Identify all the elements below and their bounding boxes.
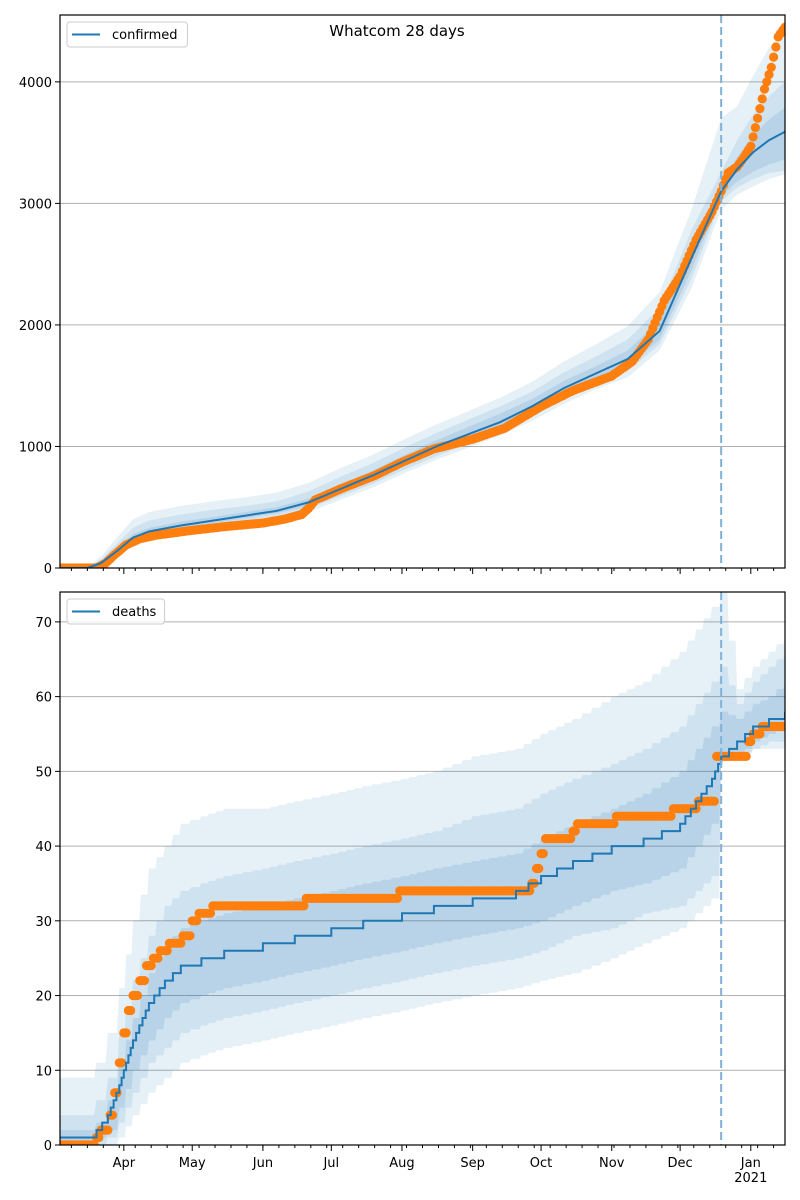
observed-point — [103, 1125, 113, 1135]
observed-point — [764, 70, 774, 80]
observed-point — [185, 931, 195, 941]
observed-point — [392, 893, 402, 904]
observed-point — [741, 751, 751, 762]
observed-point — [121, 1028, 131, 1038]
x-tick-label: May — [179, 1156, 206, 1171]
y-tick-label: 2000 — [19, 319, 52, 334]
forecast-band-50-pre — [60, 711, 722, 1145]
observed-point — [769, 52, 779, 62]
x-tick-label: Jan — [740, 1156, 761, 1171]
x-tick-label: Dec — [668, 1156, 693, 1171]
observed-point — [746, 736, 756, 747]
y-tick-label: 0 — [44, 1139, 52, 1154]
observed-point — [534, 863, 544, 874]
legend: deaths — [66, 598, 166, 625]
plot-area — [60, 22, 785, 568]
observed-point — [162, 946, 172, 956]
observed-point — [192, 916, 202, 926]
observed-point — [139, 976, 149, 986]
y-tick-label: 60 — [35, 691, 52, 706]
observed-point — [753, 113, 763, 123]
observed-point — [146, 961, 156, 971]
y-tick-label: 70 — [35, 616, 52, 631]
observed-point — [709, 796, 719, 806]
x-tick-label: Aug — [389, 1156, 414, 1171]
observed-point — [757, 94, 767, 104]
legend-box — [66, 598, 166, 625]
observed-point — [780, 721, 785, 732]
forecast-band-80-pre — [60, 171, 722, 568]
forecast-band-95-pre — [60, 592, 722, 1145]
y-tick-label: 0 — [44, 562, 52, 577]
confirmed-panel: 0 1000 2000 3000 4000 confirmed — [19, 14, 786, 577]
observed-point — [766, 62, 776, 72]
y-tick-label: 10 — [35, 1064, 52, 1079]
x-tick-label: Jul — [322, 1156, 339, 1171]
observed-point — [132, 990, 143, 1001]
observed-point — [126, 1005, 136, 1016]
x-tick-label: Sep — [460, 1156, 485, 1171]
forecast-band-95-pre — [60, 118, 722, 568]
observed-point — [771, 42, 781, 52]
y-tick-label: 4000 — [19, 76, 52, 91]
figure-title: Whatcom 28 days — [329, 22, 465, 40]
y-tick-label: 30 — [35, 915, 52, 930]
observed-point — [750, 123, 761, 133]
forecast-median-line — [60, 711, 785, 1139]
observed-point — [755, 104, 765, 114]
legend-label: deaths — [112, 605, 157, 620]
y-tick-label: 1000 — [19, 440, 52, 455]
plot-area — [60, 592, 785, 1145]
observed-point — [153, 953, 163, 963]
x-tick-label: 2021 — [734, 1171, 767, 1186]
observed-point — [538, 849, 548, 859]
observed-point — [780, 22, 785, 32]
observed-point — [666, 811, 676, 821]
observed-point — [609, 819, 619, 829]
forecast-band-50-post — [721, 681, 785, 757]
observed-point — [525, 886, 535, 896]
forecast-median-line — [60, 130, 785, 568]
observed-point — [746, 141, 756, 151]
observed-point — [759, 84, 770, 94]
deaths-panel: 0 10 20 30 40 50 60 70 Apr May Jun Jul Aug Sep Oct Nov D… — [35, 591, 786, 1186]
y-tick-label: 20 — [35, 990, 52, 1005]
observed-point — [205, 908, 216, 918]
x-tick-label: Apr — [113, 1156, 136, 1171]
observed-point — [748, 132, 758, 142]
legend: confirmed — [66, 21, 188, 48]
observed-points — [60, 22, 785, 568]
y-tick-label: 3000 — [19, 197, 52, 212]
observed-point — [566, 834, 576, 844]
observed-point — [299, 901, 309, 911]
x-tick-label: Jun — [252, 1156, 273, 1171]
y-tick-label: 50 — [35, 765, 52, 780]
x-tick-label: Nov — [599, 1156, 625, 1171]
forecast-band-95-post — [721, 592, 785, 757]
legend-box — [66, 21, 188, 48]
observed-point — [176, 938, 186, 948]
y-tick-label: 40 — [35, 840, 52, 855]
observed-point — [570, 826, 580, 836]
forecast-band-80-pre — [60, 666, 722, 1145]
x-tick-label: Oct — [530, 1156, 552, 1171]
observed-point — [762, 77, 772, 87]
observed-point — [117, 1058, 127, 1068]
observed-point — [755, 729, 765, 739]
observed-points — [60, 721, 785, 1145]
legend-label: confirmed — [112, 28, 178, 43]
